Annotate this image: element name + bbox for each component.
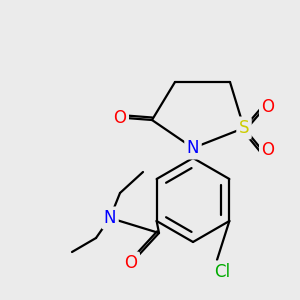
Text: O: O xyxy=(262,141,275,159)
Text: N: N xyxy=(104,209,116,227)
Text: S: S xyxy=(239,119,249,137)
Text: N: N xyxy=(187,139,199,157)
Text: O: O xyxy=(262,98,275,116)
Text: O: O xyxy=(113,109,127,127)
Text: Cl: Cl xyxy=(214,263,230,281)
Text: O: O xyxy=(124,254,137,272)
